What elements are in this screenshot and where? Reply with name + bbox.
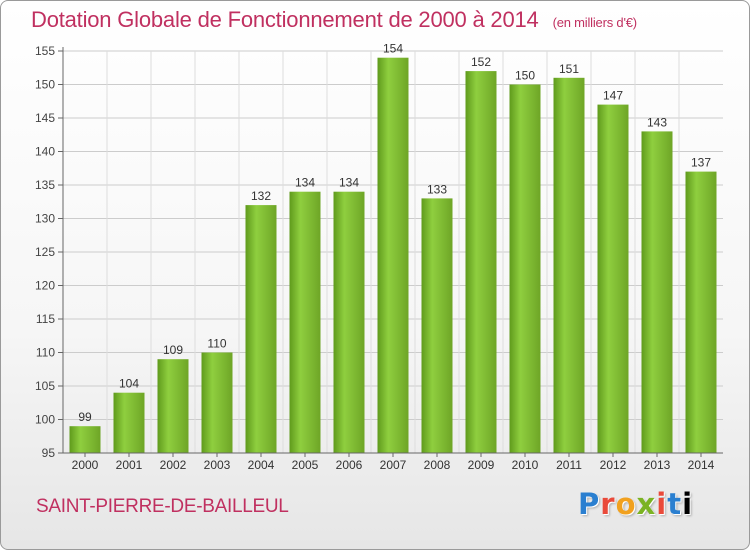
data-label: 134 — [295, 176, 315, 190]
logo-letter: i — [656, 487, 668, 521]
x-tick-label: 2014 — [688, 458, 715, 472]
x-tick-label: 2004 — [248, 458, 275, 472]
x-tick-label: 2006 — [336, 458, 363, 472]
data-label: 147 — [603, 89, 623, 103]
data-label: 151 — [559, 62, 579, 76]
data-label: 110 — [207, 337, 226, 351]
y-tick-label: 140 — [35, 145, 55, 159]
chart-title-text: Dotation Globale de Fonctionnement de 20… — [31, 7, 539, 32]
data-label: 134 — [339, 176, 359, 190]
y-tick-label: 145 — [35, 111, 55, 125]
bar — [553, 77, 585, 454]
axes — [58, 47, 723, 457]
logo-letter: r — [600, 487, 616, 521]
bar — [289, 191, 321, 453]
y-tick-label: 135 — [35, 178, 55, 192]
labels: 95 100 105 110 115 120 125 130 135 140 145 150 155 99… — [35, 42, 715, 472]
bar — [157, 359, 189, 453]
bar — [597, 104, 629, 453]
commune-name: SAINT-PIERRE-DE-BAILLEUL — [36, 496, 289, 517]
data-label: 99 — [78, 410, 92, 424]
x-tick-label: 2001 — [116, 458, 143, 472]
data-label: 137 — [691, 156, 711, 170]
y-tick-label: 155 — [35, 44, 55, 58]
data-label: 150 — [515, 69, 535, 83]
logo-letter: o — [615, 487, 637, 521]
logo-letter: x — [636, 487, 657, 521]
bar — [509, 84, 541, 453]
x-tick-label: 2008 — [424, 458, 451, 472]
x-tick-label: 2007 — [380, 458, 407, 472]
x-tick-label: 2002 — [160, 458, 187, 472]
proxiti-logo: Proxiti — [578, 487, 693, 521]
x-tick-label: 2000 — [72, 458, 99, 472]
bar — [641, 131, 673, 453]
data-label: 152 — [471, 55, 491, 69]
bar — [245, 205, 277, 453]
data-label: 132 — [251, 189, 271, 203]
y-tick-label: 115 — [36, 312, 55, 326]
y-tick-label: 150 — [35, 78, 55, 92]
y-tick-label: 95 — [42, 446, 56, 460]
bar — [113, 392, 145, 453]
bar — [333, 191, 365, 453]
bar — [685, 171, 717, 453]
data-label: 143 — [647, 115, 667, 129]
data-label: 104 — [119, 377, 139, 391]
x-tick-label: 2003 — [204, 458, 231, 472]
y-tick-label: 130 — [35, 212, 55, 226]
data-label: 109 — [163, 343, 183, 357]
x-tick-label: 2010 — [512, 458, 539, 472]
bar — [377, 57, 409, 453]
x-tick-label: 2009 — [468, 458, 495, 472]
bars — [69, 57, 717, 454]
y-tick-label: 120 — [35, 279, 55, 293]
y-tick-label: 125 — [35, 245, 55, 259]
bar — [421, 198, 453, 453]
chart-title: Dotation Globale de Fonctionnement de 20… — [31, 7, 637, 33]
y-tick-label: 105 — [35, 379, 55, 393]
bar — [465, 71, 497, 453]
unit-note: (en milliers d'€) — [552, 15, 638, 30]
logo-letter: t — [667, 487, 683, 521]
x-tick-label: 2013 — [644, 458, 671, 472]
x-tick-label: 2005 — [292, 458, 319, 472]
logo-letter: P — [578, 487, 601, 521]
data-label: 133 — [427, 182, 447, 196]
bar — [201, 352, 233, 453]
data-label: 154 — [383, 42, 403, 56]
bar — [69, 426, 101, 453]
y-tick-label: 100 — [35, 413, 55, 427]
logo-letter: i — [682, 487, 694, 521]
x-tick-label: 2012 — [600, 458, 627, 472]
x-tick-label: 2011 — [556, 458, 582, 472]
y-tick-label: 110 — [36, 346, 55, 360]
